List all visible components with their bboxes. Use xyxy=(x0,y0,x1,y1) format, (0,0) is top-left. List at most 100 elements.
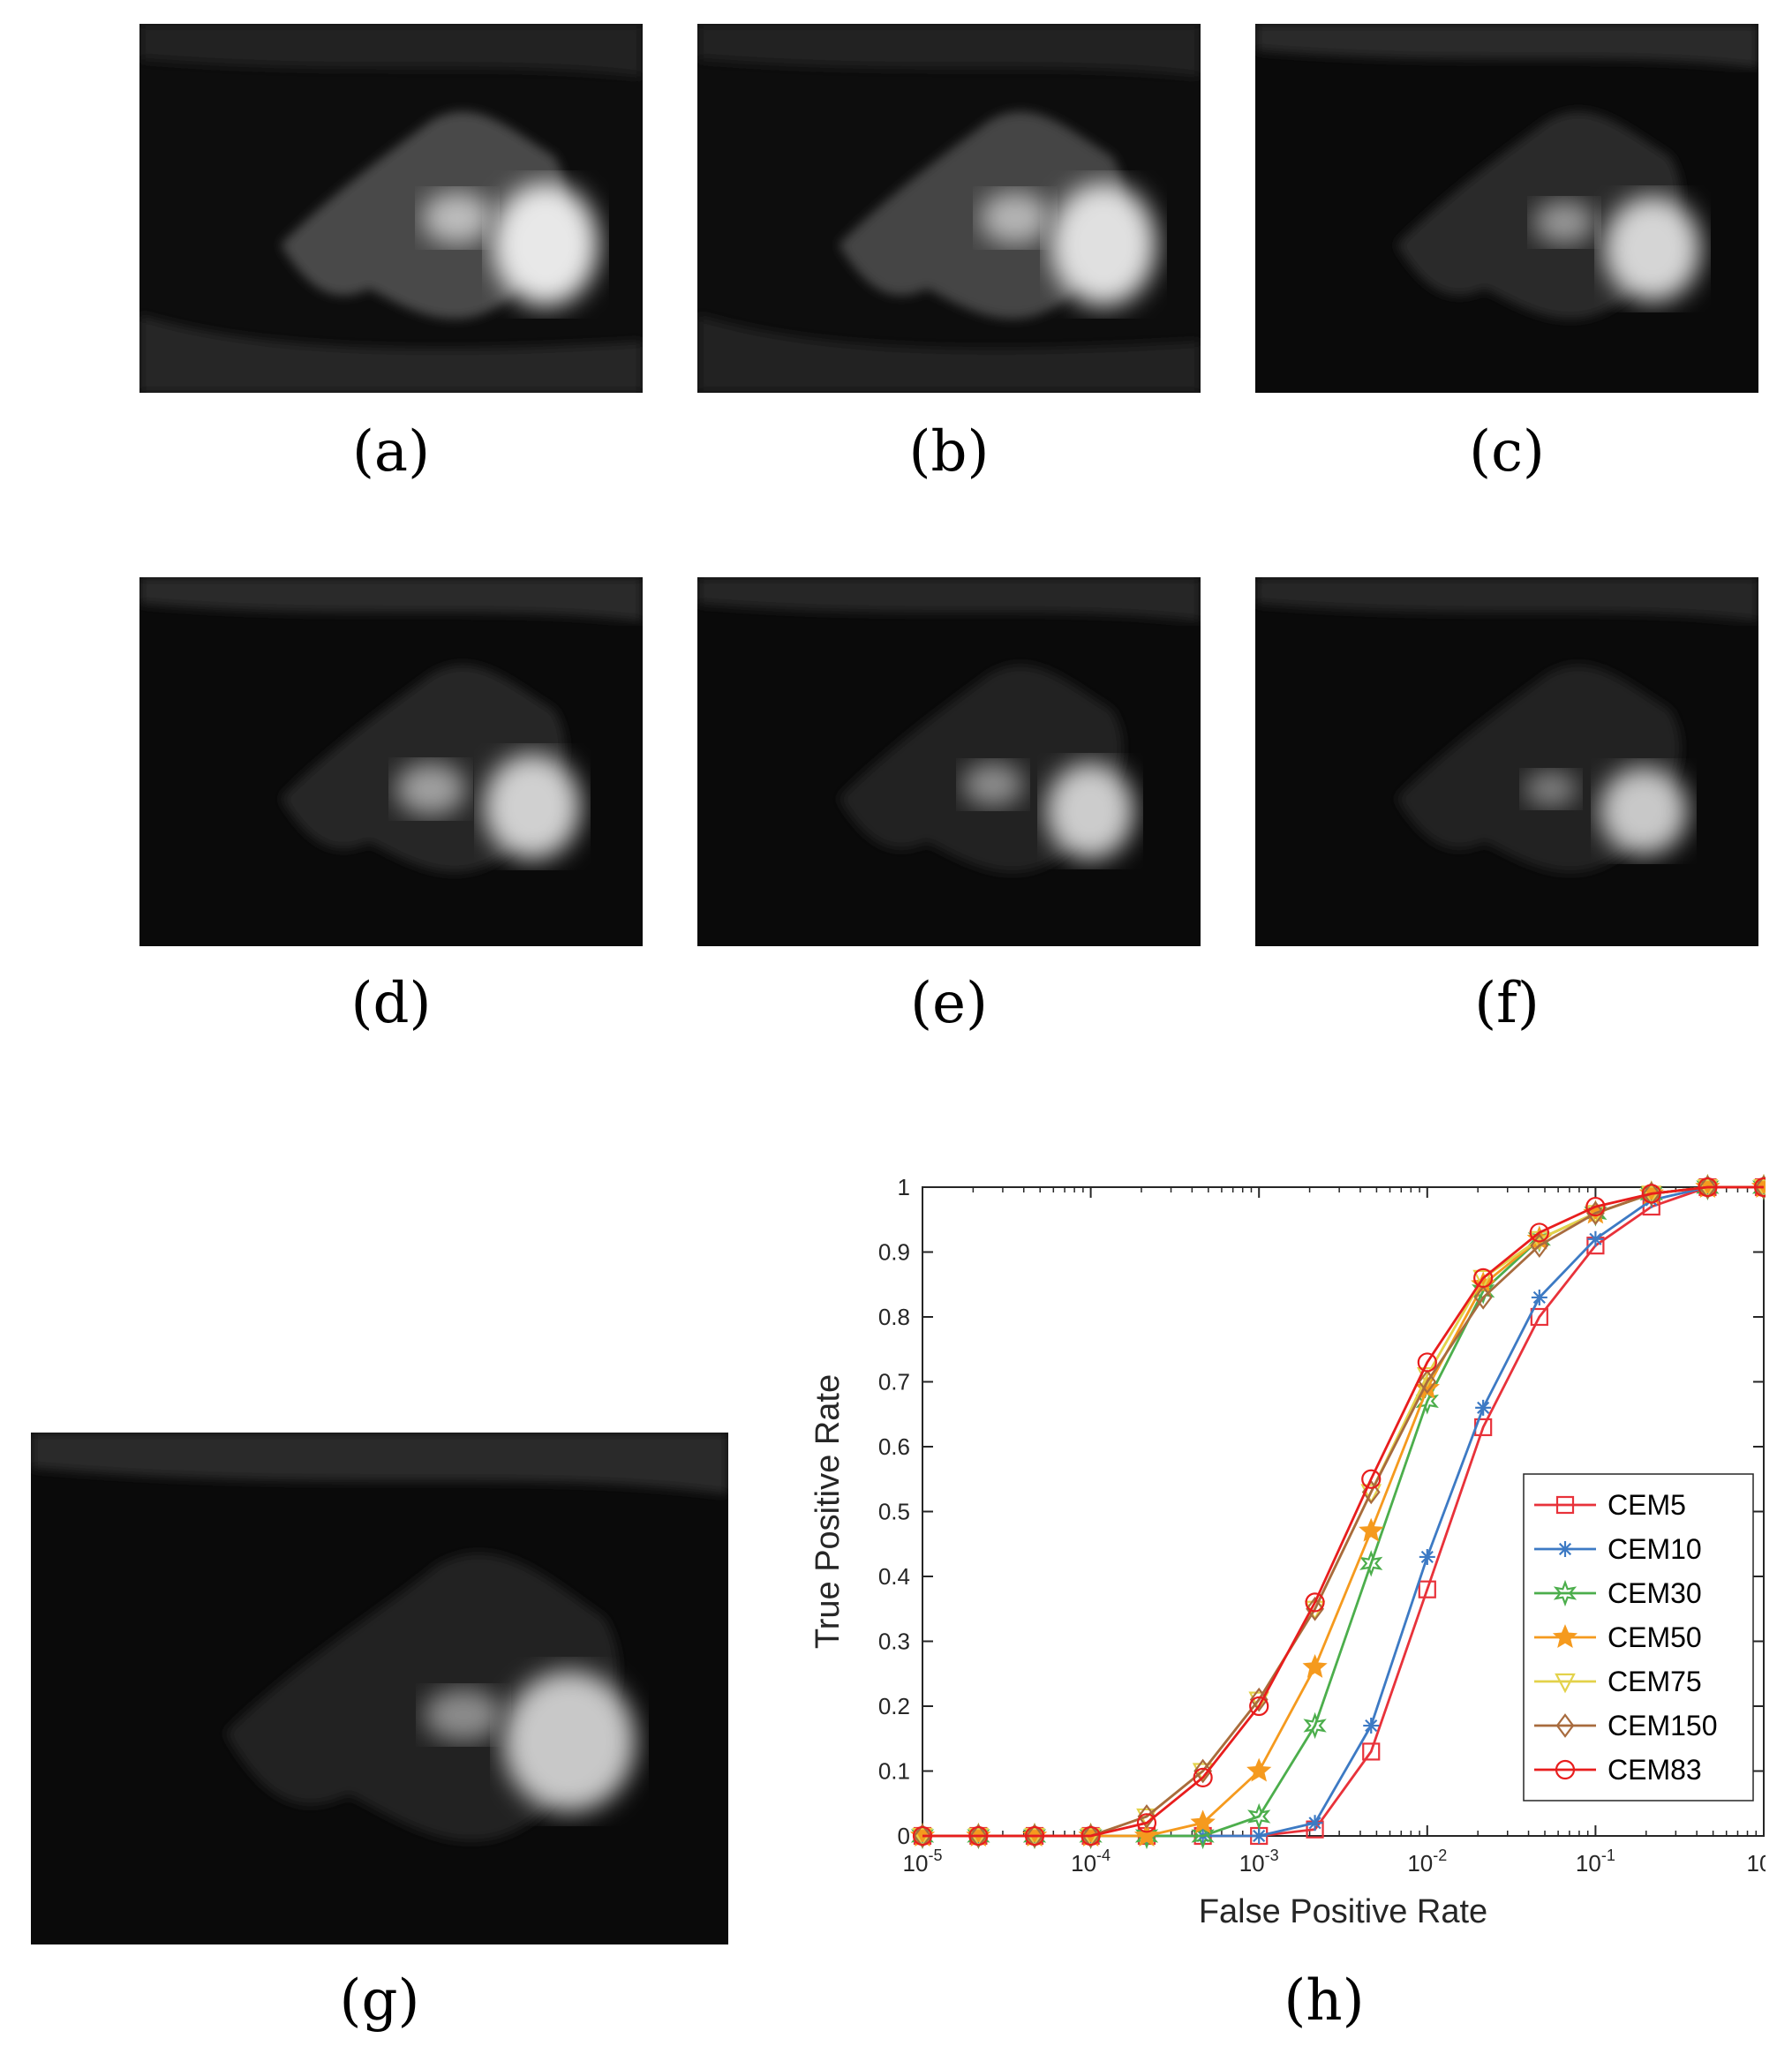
x-axis-label: False Positive Rate xyxy=(1199,1893,1487,1930)
satellite-image-c xyxy=(1255,24,1758,393)
data-point-cem50 xyxy=(1302,1654,1328,1678)
data-point-cem83 xyxy=(1024,1825,1045,1847)
satellite-image-d xyxy=(139,577,643,946)
data-point-cem83 xyxy=(1249,1696,1269,1717)
legend-marker-cem75 xyxy=(1555,1673,1576,1694)
caption-a: (a) xyxy=(351,419,431,485)
data-point-cem83 xyxy=(968,1825,989,1847)
x-tick-label: 10-5 xyxy=(903,1847,943,1877)
image-panel-b xyxy=(697,24,1201,393)
data-point-cem150 xyxy=(1418,1369,1437,1395)
y-tick-label: 0 xyxy=(898,1823,910,1849)
data-point-cem10 xyxy=(1643,1192,1660,1208)
caption-h: (h) xyxy=(1284,1968,1365,2034)
data-point-cem5 xyxy=(1530,1307,1548,1327)
data-point-cem83 xyxy=(1417,1352,1437,1373)
y-tick-label: 0.3 xyxy=(878,1628,910,1655)
data-point-cem10 xyxy=(1419,1548,1435,1565)
data-point-cem150 xyxy=(1193,1758,1213,1784)
data-point-cem150 xyxy=(1530,1233,1549,1258)
data-point-cem10 xyxy=(1363,1718,1380,1734)
data-point-cem75 xyxy=(1472,1269,1494,1290)
data-point-cem83 xyxy=(1305,1592,1325,1613)
data-point-cem75 xyxy=(912,1827,933,1848)
satellite-image-b xyxy=(697,24,1201,393)
y-tick-label: 0.9 xyxy=(878,1239,910,1266)
satellite-image-e xyxy=(697,577,1201,946)
legend-label-cem150: CEM150 xyxy=(1608,1710,1718,1741)
satellite-image-g xyxy=(31,1433,728,1944)
y-tick-label: 1 xyxy=(898,1174,910,1200)
data-point-cem10 xyxy=(1531,1289,1547,1305)
y-tick-label: 0.7 xyxy=(878,1369,910,1395)
y-axis-label: True Positive Rate xyxy=(809,1374,847,1649)
legend-label-cem50: CEM50 xyxy=(1608,1621,1702,1653)
y-tick-label: 0.2 xyxy=(878,1693,910,1719)
data-point-cem83 xyxy=(1641,1184,1661,1204)
legend-label-cem10: CEM10 xyxy=(1608,1533,1702,1565)
data-point-cem150 xyxy=(913,1824,932,1848)
data-point-cem10 xyxy=(1251,1828,1268,1844)
legend-marker-cem50 xyxy=(1552,1624,1578,1649)
data-point-cem50 xyxy=(1246,1757,1272,1782)
data-point-cem10 xyxy=(1587,1230,1604,1247)
legend-marker-cem5 xyxy=(1555,1495,1575,1515)
data-point-cem83 xyxy=(1136,1813,1157,1833)
caption-f: (f) xyxy=(1474,971,1540,1036)
data-point-cem75 xyxy=(1080,1827,1102,1848)
data-point-cem30 xyxy=(1191,1822,1215,1850)
data-point-cem50 xyxy=(1359,1517,1384,1542)
satellite-image-a xyxy=(139,24,643,393)
legend-marker-cem150 xyxy=(1555,1713,1575,1738)
roc-chart: 10-5 10-4 10-3 10-2 10-1 100 0 0.1 0.2 0.3 0.4 0.5 0… xyxy=(794,1147,1766,1942)
data-point-cem83 xyxy=(1529,1222,1549,1243)
data-point-cem83 xyxy=(1585,1196,1606,1217)
data-point-cem75 xyxy=(1360,1484,1382,1504)
data-point-cem150 xyxy=(1025,1824,1044,1848)
caption-e: (e) xyxy=(910,971,988,1036)
image-panel-d xyxy=(139,577,643,946)
data-point-cem10 xyxy=(1475,1399,1492,1416)
data-point-cem150 xyxy=(1754,1175,1766,1200)
x-tick-label: 10-3 xyxy=(1239,1847,1279,1877)
data-point-cem83 xyxy=(1473,1267,1494,1288)
data-point-cem83 xyxy=(1193,1767,1213,1787)
data-point-cem150 xyxy=(1642,1181,1661,1207)
data-point-cem5 xyxy=(1362,1742,1381,1761)
data-point-cem50 xyxy=(1133,1823,1160,1847)
data-point-cem75 xyxy=(968,1827,990,1848)
legend-label-cem30: CEM30 xyxy=(1608,1577,1702,1609)
data-point-cem83 xyxy=(1080,1825,1101,1847)
data-point-cem30 xyxy=(1134,1822,1159,1850)
y-tick-label: 0.6 xyxy=(878,1433,910,1460)
caption-g: (g) xyxy=(339,1968,420,2034)
data-point-cem5 xyxy=(1418,1580,1436,1598)
data-point-cem75 xyxy=(1753,1178,1766,1200)
x-tick-label: 10-1 xyxy=(1576,1847,1615,1877)
satellite-image-f xyxy=(1255,577,1758,946)
legend-marker-cem10 xyxy=(1557,1541,1573,1557)
data-point-cem83 xyxy=(1361,1469,1382,1489)
data-point-cem30 xyxy=(1303,1711,1327,1740)
data-point-cem150 xyxy=(1137,1804,1156,1829)
data-point-cem83 xyxy=(1698,1177,1718,1198)
data-point-cem75 xyxy=(1248,1691,1270,1712)
legend-label-cem83: CEM83 xyxy=(1608,1754,1702,1786)
series-line-cem83 xyxy=(922,1185,1764,1838)
caption-b: (b) xyxy=(908,419,990,485)
x-tick-label: 10-2 xyxy=(1407,1847,1447,1877)
data-point-cem150 xyxy=(968,1824,988,1848)
data-point-cem83 xyxy=(1753,1177,1766,1198)
image-panel-c xyxy=(1255,24,1758,393)
x-tick-label: 100 xyxy=(1747,1847,1766,1877)
data-point-cem150 xyxy=(1081,1824,1100,1848)
data-point-cem30 xyxy=(1247,1802,1271,1831)
image-panel-e xyxy=(697,577,1201,946)
data-point-cem150 xyxy=(1698,1175,1717,1200)
y-tick-label: 0.8 xyxy=(878,1304,910,1330)
image-panel-g xyxy=(31,1433,728,1944)
y-tick-label: 0.5 xyxy=(878,1499,910,1525)
caption-d: (d) xyxy=(350,971,432,1036)
y-tick-label: 0.1 xyxy=(878,1758,910,1785)
legend-marker-cem30 xyxy=(1553,1579,1577,1607)
